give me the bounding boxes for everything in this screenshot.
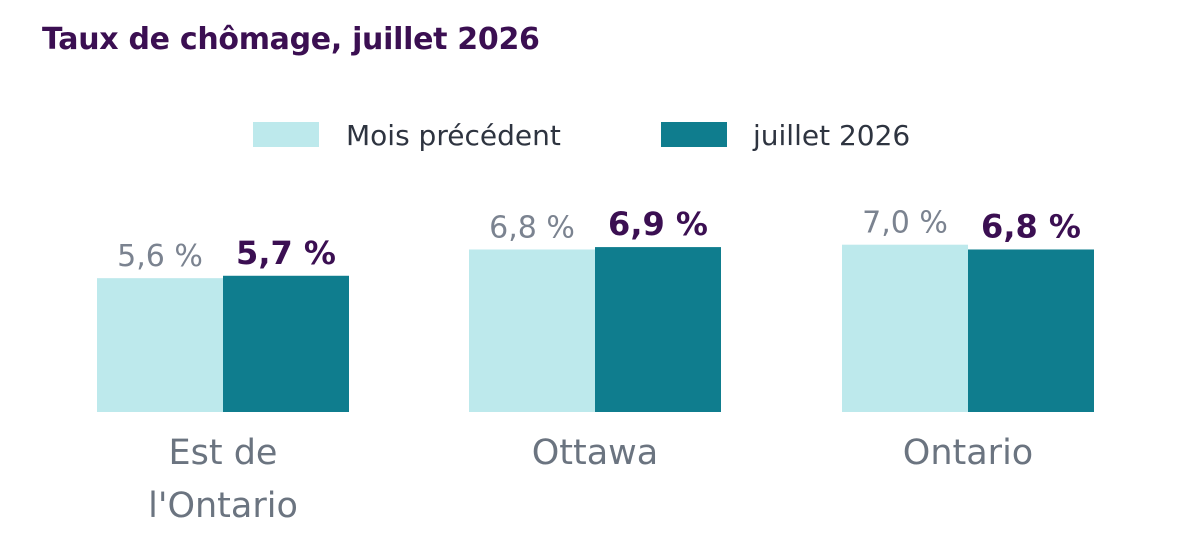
bars-group [97, 244, 1094, 412]
legend-label-previous-month: Mois précédent [346, 119, 561, 152]
bar-previous-month-ottawa [469, 249, 595, 412]
legend-item-previous-month: Mois précédent [253, 119, 561, 152]
legend-swatch-july-2026 [661, 122, 727, 147]
value-label-previous-month-ontario: 7,0 % [862, 206, 948, 241]
legend-item-july-2026: juillet 2026 [661, 119, 910, 152]
category-labels-group: Est de l'Ontario Ottawa Ontario [148, 433, 1033, 526]
value-label-previous-month-ottawa: 6,8 % [489, 210, 575, 245]
category-label-est-de-l-ontario-line-1: Est de [169, 433, 278, 473]
value-label-previous-month-est-de-l-ontario: 5,6 % [117, 239, 203, 274]
value-label-july-2026-est-de-l-ontario: 5,7 % [236, 234, 336, 272]
legend-swatch-previous-month [253, 122, 319, 147]
bar-previous-month-ontario [842, 244, 968, 412]
value-label-july-2026-ontario: 6,8 % [981, 207, 1081, 245]
bar-july-2026-ontario [968, 249, 1094, 412]
bar-previous-month-est-de-l-ontario [97, 278, 223, 412]
category-label-ottawa: Ottawa [532, 433, 659, 473]
bar-july-2026-est-de-l-ontario [223, 275, 349, 412]
value-labels-group: 5,6 % 5,7 % 6,8 % 6,9 % 7,0 % 6,8 % [117, 205, 1081, 274]
category-label-ontario: Ontario [903, 433, 1033, 473]
category-label-est-de-l-ontario-line-2: l'Ontario [148, 486, 298, 526]
chart-title: Taux de chômage, juillet 2026 [42, 22, 540, 57]
legend: Mois précédent juillet 2026 [253, 119, 910, 152]
legend-label-july-2026: juillet 2026 [752, 119, 910, 152]
value-label-july-2026-ottawa: 6,9 % [608, 205, 708, 243]
bar-july-2026-ottawa [595, 247, 721, 412]
